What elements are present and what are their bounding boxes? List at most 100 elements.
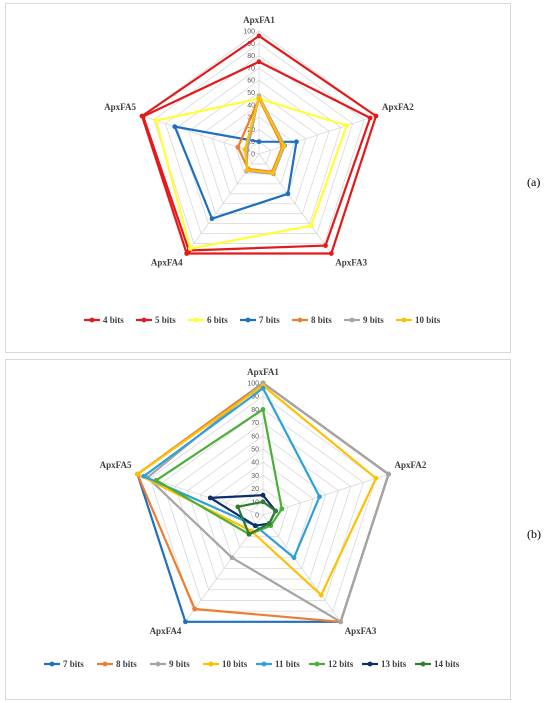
legend-label: 12 bits (328, 659, 354, 669)
tick-label: 80 (251, 407, 259, 414)
data-point (338, 619, 343, 625)
legend-item: 6 bits (188, 315, 228, 325)
data-point (273, 508, 278, 514)
legend-marker (297, 317, 303, 323)
legend-label: 14 bits (434, 659, 460, 669)
tick-label: 70 (247, 65, 255, 72)
legend-label: 10 bits (415, 315, 441, 325)
legend-label: 13 bits (381, 659, 407, 669)
legend-item: 5 bits (136, 315, 176, 325)
legend-label: 9 bits (363, 315, 384, 325)
legend-label: 8 bits (116, 659, 137, 669)
series-10-bits (242, 95, 286, 176)
series-7-bits (172, 124, 299, 222)
tick-label: 0 (255, 513, 259, 520)
data-point (245, 167, 250, 173)
data-point (153, 118, 159, 123)
legend-item: 10 bits (396, 315, 441, 325)
grid-ring (187, 435, 339, 580)
data-point (285, 191, 291, 197)
series-line (136, 384, 378, 597)
data-point (256, 33, 262, 39)
legend-label: 8 bits (311, 315, 332, 325)
legend-label: 5 bits (155, 315, 176, 325)
legend-item: 9 bits (344, 315, 384, 325)
tick-label: 50 (247, 90, 255, 97)
legend-item: 4 bits (84, 315, 124, 325)
series-line (146, 381, 390, 623)
axis-label: ApxFA1 (243, 15, 275, 25)
series-line (173, 125, 298, 220)
data-point (209, 216, 215, 222)
data-point (242, 147, 248, 152)
data-point (317, 494, 322, 500)
data-point (270, 170, 276, 176)
radar-chart-a: 0102030405060708090100ApxFA1ApxFA2ApxFA3… (84, 15, 441, 325)
legend-marker (349, 317, 355, 323)
legend-item: 8 bits (292, 315, 332, 325)
data-point (328, 251, 334, 256)
grid-ring (149, 395, 377, 612)
legend-item: 7 bits (240, 315, 280, 325)
legend-marker (193, 317, 199, 323)
tick-label: 90 (251, 394, 259, 401)
grid-spoke (262, 514, 341, 623)
axis-label: ApxFA3 (335, 258, 367, 268)
legend-item: 12 bits (309, 659, 354, 669)
data-point (323, 243, 328, 248)
data-point (172, 124, 178, 130)
tick-label: 100 (247, 381, 259, 388)
data-point (279, 506, 285, 512)
axis-label: ApxFA2 (382, 102, 414, 112)
data-point (256, 59, 262, 65)
axis-label: ApxFA5 (100, 460, 132, 470)
panel-label-a: (a) (527, 175, 541, 189)
legend-marker (245, 317, 251, 323)
series-line (236, 97, 284, 174)
data-point (252, 523, 258, 529)
data-point (183, 619, 188, 625)
grid-ring (211, 104, 307, 195)
axis-label: ApxFA2 (395, 460, 427, 470)
data-point (256, 95, 262, 100)
legend-marker (102, 661, 108, 667)
series-line (140, 34, 378, 255)
radar-chart-panel-a: 0 10 20 30 40 50 60 70 80 90 100 ApxFA1 ApxFA2 ApxFA3… (5, 3, 511, 353)
data-point (229, 555, 235, 561)
grid-ring (176, 67, 342, 225)
data-point (373, 113, 379, 119)
legend-marker (141, 317, 147, 323)
legend: 7 bits 8 bits 9 bits 10 bits 11 bits 12 bits 1… (44, 659, 460, 669)
data-point (192, 606, 198, 612)
data-point (291, 555, 297, 561)
tick-label: 80 (247, 53, 255, 60)
grid-ring (164, 55, 354, 235)
data-point (207, 495, 213, 501)
data-point (367, 115, 373, 121)
tick-label: 50 (251, 447, 259, 454)
tick-label: 40 (251, 460, 259, 467)
grid-ring (162, 408, 364, 601)
legend-label: 6 bits (207, 315, 228, 325)
series-line (154, 97, 348, 250)
grid-ring (212, 461, 314, 559)
tick-label: 60 (247, 78, 255, 85)
legend: 4 bits 5 bits 6 bits 7 bits 8 bits 9 bits 10 b… (84, 315, 441, 325)
legend-marker (401, 317, 407, 323)
legend-marker (314, 661, 320, 667)
grid-ring (188, 79, 330, 215)
legend-marker (261, 661, 267, 667)
legend-item: 14 bits (415, 659, 460, 669)
data-point (235, 144, 241, 150)
series-line (236, 500, 277, 536)
axis-label: ApxFA3 (345, 626, 377, 636)
tick-label: 40 (247, 102, 255, 109)
tick-label: 10 (247, 139, 255, 146)
data-point (246, 531, 252, 537)
legend-item: 11 bits (256, 659, 300, 669)
legend-item: 8 bits (97, 659, 137, 669)
data-point (260, 492, 266, 498)
axis-label: ApxFA1 (247, 367, 279, 377)
tick-label: 70 (251, 420, 259, 427)
data-point (260, 407, 266, 412)
